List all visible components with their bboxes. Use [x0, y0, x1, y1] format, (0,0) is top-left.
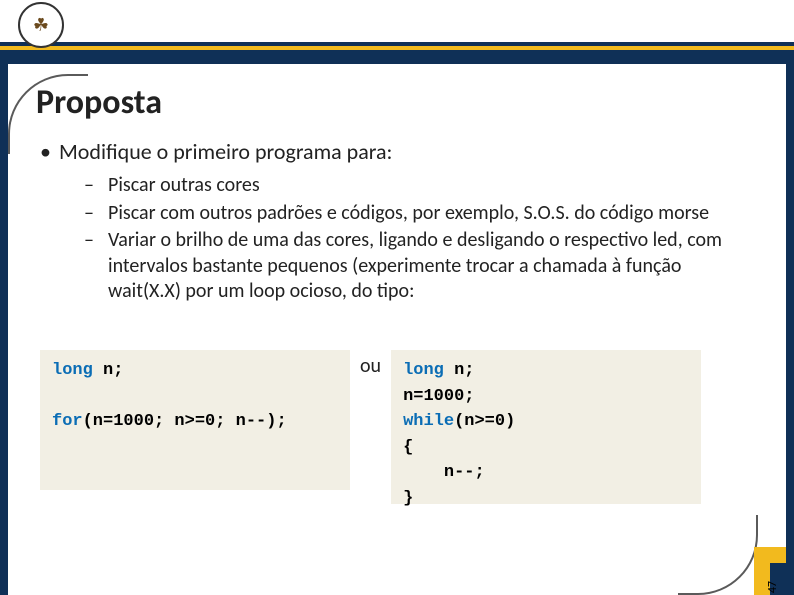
dash-icon: –: [84, 228, 98, 305]
main-bullet-text: Modifique o primeiro programa para:: [59, 138, 392, 165]
sub-bullet-text: Piscar com outros padrões e códigos, por…: [108, 201, 709, 227]
code-text: n;: [444, 361, 475, 380]
code-keyword: while: [403, 412, 454, 431]
code-text: (n>=0): [454, 412, 515, 431]
logo-icon: ☘: [33, 14, 49, 36]
code-text: n=1000;: [403, 387, 474, 406]
sub-bullet-list: – Piscar outras cores – Piscar com outro…: [84, 173, 754, 305]
code-keyword: long: [52, 361, 93, 380]
logo-seal: ☘: [18, 2, 64, 48]
slide-title: Proposta: [36, 82, 162, 123]
code-text: n--;: [403, 463, 485, 482]
content-area: • Modifique o primeiro programa para: – P…: [40, 138, 754, 307]
code-keyword: long: [403, 361, 444, 380]
main-bullet: • Modifique o primeiro programa para:: [40, 138, 754, 165]
page-number: 47: [766, 581, 780, 593]
dash-icon: –: [84, 173, 98, 199]
dash-icon: –: [84, 201, 98, 227]
code-row: long n; for(n=1000; n>=0; n--); ou long …: [40, 350, 754, 504]
or-label: ou: [360, 350, 381, 378]
code-text: }: [403, 489, 413, 508]
bullet-dot-icon: •: [40, 138, 51, 165]
sub-bullet: – Variar o brilho de uma das cores, liga…: [84, 228, 754, 305]
sub-bullet-text: Variar o brilho de uma das cores, ligand…: [108, 228, 754, 305]
code-text: n;: [93, 361, 124, 380]
code-text: (n=1000; n>=0; n--);: [83, 412, 287, 431]
code-keyword: for: [52, 412, 83, 431]
code-text: {: [403, 438, 413, 457]
sub-bullet-text: Piscar outras cores: [108, 173, 260, 199]
sub-bullet: – Piscar outras cores: [84, 173, 754, 199]
header-band: [0, 46, 794, 64]
sub-bullet: – Piscar com outros padrões e códigos, p…: [84, 201, 754, 227]
code-block-right: long n; n=1000; while(n>=0) { n--; }: [391, 350, 701, 504]
header-strip: [0, 0, 794, 42]
code-block-left: long n; for(n=1000; n>=0; n--);: [40, 350, 350, 490]
